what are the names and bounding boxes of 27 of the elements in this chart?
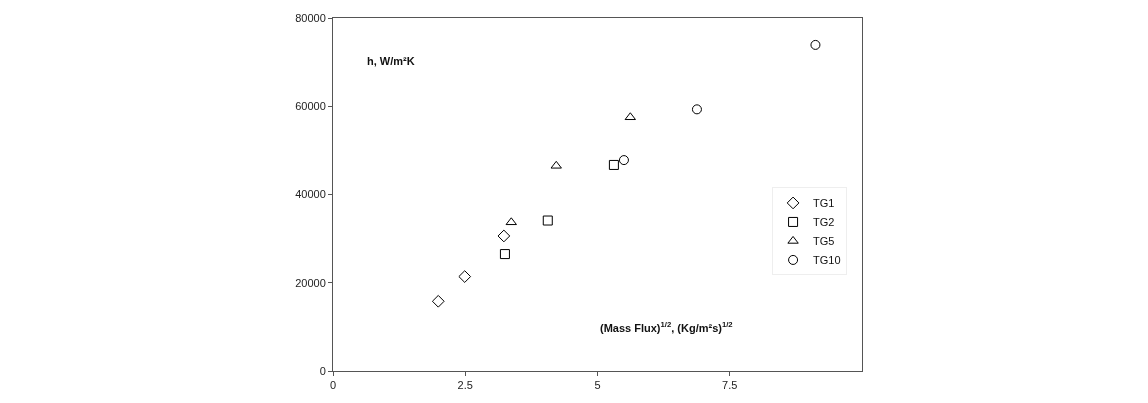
y-tick-label: 80000 bbox=[295, 11, 326, 24]
point bbox=[691, 104, 702, 115]
y-tick-label: 20000 bbox=[295, 276, 326, 289]
point bbox=[499, 249, 510, 260]
x-tick-label: 2.5 bbox=[457, 379, 473, 392]
legend-label: TG2 bbox=[813, 216, 835, 229]
point bbox=[431, 294, 445, 308]
point bbox=[608, 159, 619, 170]
y-tick-label: 60000 bbox=[295, 100, 326, 113]
y-tick-label: 40000 bbox=[295, 188, 326, 201]
point bbox=[624, 112, 636, 121]
point bbox=[497, 229, 511, 243]
legend-label: TG10 bbox=[813, 254, 841, 267]
point bbox=[458, 270, 472, 283]
x-tick-label: 5 bbox=[594, 379, 601, 392]
point bbox=[618, 155, 629, 166]
point bbox=[810, 39, 821, 50]
y-tick-label: 0 bbox=[319, 364, 326, 377]
point bbox=[505, 217, 517, 226]
point bbox=[542, 215, 553, 226]
point bbox=[550, 160, 562, 169]
x-tick-label: 0 bbox=[329, 379, 337, 392]
legend-label: TG5 bbox=[813, 235, 835, 248]
x-axis-title: (Mass Flux)$^{1/2}$, (Kg/m²s)$^{1/2}$ bbox=[600, 320, 733, 334]
y-axis-title: h, W/m²K bbox=[367, 55, 415, 67]
x-tick-label: 7.5 bbox=[722, 379, 738, 392]
legend-label: TG1 bbox=[813, 197, 835, 210]
